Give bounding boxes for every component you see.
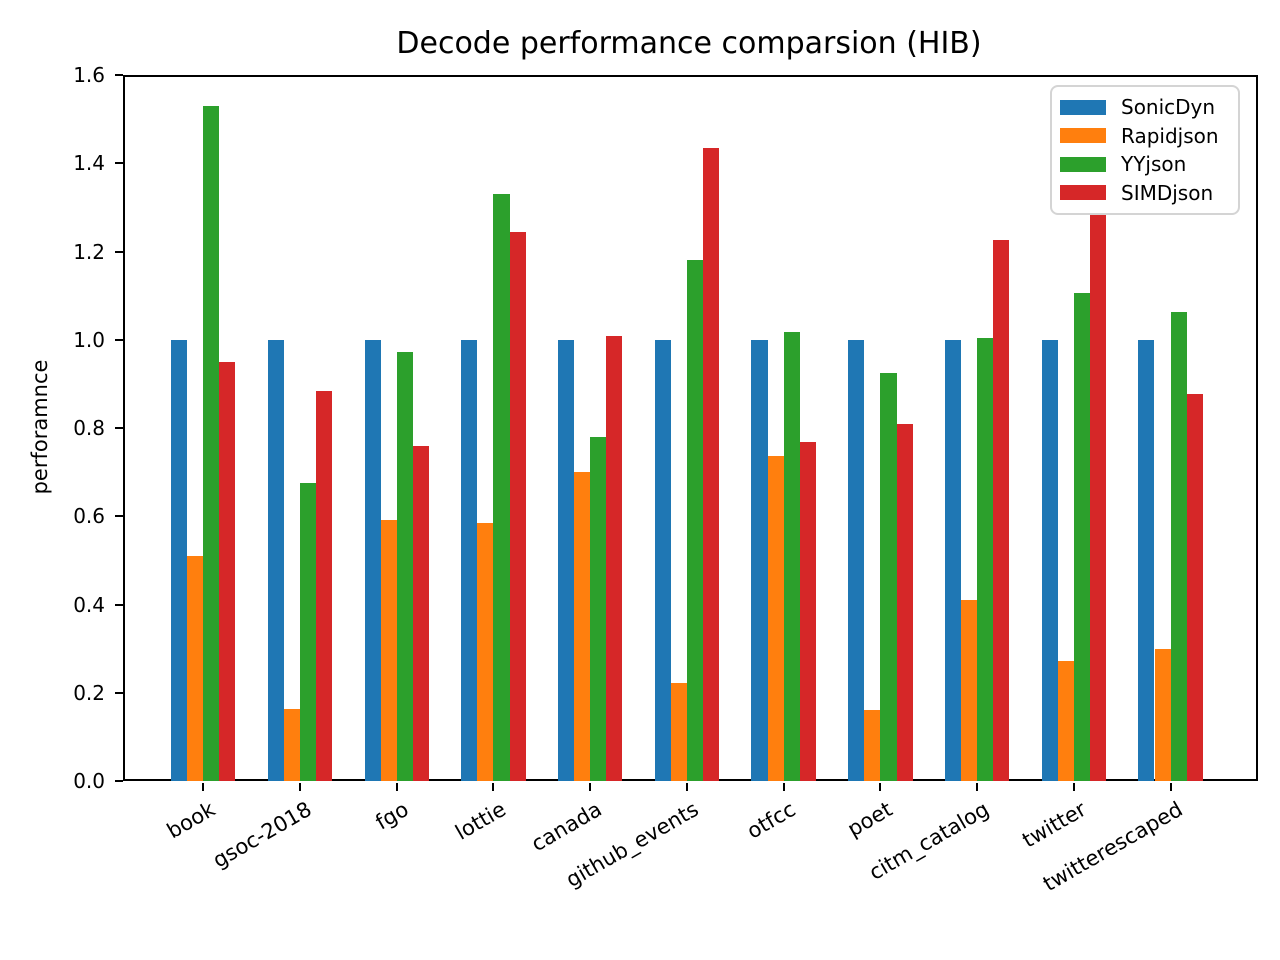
x-tick-label-poet: poet — [843, 797, 897, 842]
y-tick-mark — [115, 74, 123, 76]
y-tick-mark — [115, 515, 123, 518]
y-tick-label: 0.2 — [73, 680, 105, 705]
bar-Rapidjson-github_events — [670, 682, 687, 781]
x-tick-mark — [589, 783, 592, 791]
bar-SIMDjson-book — [219, 361, 236, 781]
bar-SIMDjson-citm_catalog — [993, 240, 1010, 781]
bar-SonicDyn-twitterescaped — [1138, 339, 1155, 781]
legend-item-YYjson: YYjson — [1060, 153, 1230, 175]
x-tick-mark — [782, 783, 785, 791]
x-tick-mark — [1169, 783, 1172, 791]
legend-label: SIMDjson — [1121, 180, 1214, 205]
y-tick-label: 1.6 — [73, 63, 105, 87]
x-tick-label-twitter: twitter — [1017, 797, 1090, 853]
bar-YYjson-lottie — [493, 193, 510, 781]
x-tick-mark — [202, 783, 205, 791]
bar-Rapidjson-lottie — [477, 522, 494, 781]
bar-YYjson-twitterescaped — [1170, 311, 1187, 781]
bar-SonicDyn-twitter — [1041, 339, 1058, 781]
y-tick-mark — [115, 780, 123, 782]
bar-SonicDyn-poet — [848, 339, 865, 781]
bar-YYjson-book — [203, 105, 220, 781]
y-tick-mark — [115, 162, 123, 165]
y-tick-mark — [115, 603, 123, 606]
x-tick-mark — [685, 783, 688, 791]
bar-SIMDjson-poet — [896, 424, 913, 781]
legend-swatch — [1060, 99, 1106, 115]
y-tick-mark — [115, 691, 123, 694]
bar-SonicDyn-book — [171, 339, 188, 781]
bar-Rapidjson-citm_catalog — [961, 600, 978, 781]
bar-SonicDyn-gsoc-2018 — [267, 339, 284, 781]
bar-Rapidjson-twitter — [1057, 660, 1074, 781]
y-tick-label: 0.8 — [73, 416, 105, 440]
bar-YYjson-poet — [880, 373, 897, 781]
bar-SonicDyn-canada — [558, 339, 575, 781]
legend: SonicDyn Rapidjson YYjson SIMDjson — [1050, 85, 1240, 215]
legend-item-SonicDyn: SonicDyn — [1060, 96, 1230, 118]
y-tick-mark — [115, 250, 123, 253]
bar-SIMDjson-twitter — [1089, 211, 1107, 781]
y-tick-label: 0.4 — [73, 592, 105, 617]
legend-swatch — [1060, 156, 1106, 172]
x-tick-label-otfcc: otfcc — [743, 797, 800, 844]
x-tick-mark — [395, 783, 398, 791]
chart-title: Decode performance comparsion (HIB) — [396, 26, 982, 61]
x-tick-mark — [976, 783, 979, 791]
y-tick-label: 1.2 — [73, 239, 105, 264]
x-tick-label-gsoc-2018: gsoc-2018 — [209, 797, 317, 873]
legend-item-SIMDjson: SIMDjson — [1060, 182, 1230, 204]
bar-SonicDyn-otfcc — [751, 339, 768, 781]
bar-Rapidjson-otfcc — [767, 455, 784, 781]
legend-label: YYjson — [1121, 152, 1187, 177]
y-tick-label: 1.0 — [73, 327, 105, 352]
legend-label: SonicDyn — [1121, 95, 1216, 120]
bar-SIMDjson-canada — [606, 335, 623, 781]
x-tick-label-canada: canada — [527, 797, 607, 857]
bar-SonicDyn-fgo — [364, 339, 381, 781]
x-tick-mark — [1072, 783, 1075, 791]
x-tick-label-book: book — [162, 797, 220, 844]
bar-YYjson-fgo — [396, 352, 413, 781]
x-tick-label-lottie: lottie — [450, 797, 510, 845]
bar-YYjson-gsoc-2018 — [300, 482, 317, 781]
y-tick-label: 0.0 — [73, 769, 105, 793]
legend-swatch — [1060, 128, 1106, 144]
x-tick-mark — [492, 783, 495, 791]
bar-Rapidjson-gsoc-2018 — [283, 709, 301, 781]
bar-Rapidjson-twitterescaped — [1154, 648, 1171, 781]
y-tick-mark — [115, 427, 123, 429]
bar-Rapidjson-poet — [864, 709, 881, 781]
bar-SIMDjson-github_events — [703, 147, 720, 781]
y-tick-label: 1.4 — [73, 151, 105, 176]
y-tick-mark — [115, 338, 123, 341]
bar-SonicDyn-lottie — [461, 339, 478, 781]
bar-YYjson-canada — [590, 437, 607, 781]
bar-YYjson-otfcc — [783, 332, 800, 781]
bar-YYjson-twitter — [1073, 293, 1090, 781]
y-axis-label: perforamnce — [28, 359, 52, 495]
x-tick-mark — [299, 783, 302, 791]
y-tick-label: 0.6 — [73, 504, 105, 529]
bar-SIMDjson-lottie — [509, 232, 526, 781]
legend-swatch — [1060, 185, 1106, 201]
bar-SonicDyn-github_events — [654, 339, 671, 781]
bar-Rapidjson-book — [187, 555, 204, 781]
bar-Rapidjson-fgo — [380, 519, 397, 781]
x-tick-label-fgo: fgo — [371, 797, 413, 835]
legend-item-Rapidjson: Rapidjson — [1060, 125, 1230, 147]
x-tick-mark — [879, 783, 882, 791]
bar-SIMDjson-fgo — [412, 446, 429, 781]
bar-YYjson-citm_catalog — [977, 338, 994, 781]
bar-SonicDyn-citm_catalog — [944, 339, 962, 781]
bar-SIMDjson-twitterescaped — [1186, 393, 1203, 781]
bar-Rapidjson-canada — [574, 472, 591, 781]
bar-YYjson-github_events — [686, 260, 704, 781]
legend-label: Rapidjson — [1121, 123, 1219, 148]
bar-SIMDjson-gsoc-2018 — [316, 390, 333, 781]
bar-SIMDjson-otfcc — [799, 441, 816, 781]
